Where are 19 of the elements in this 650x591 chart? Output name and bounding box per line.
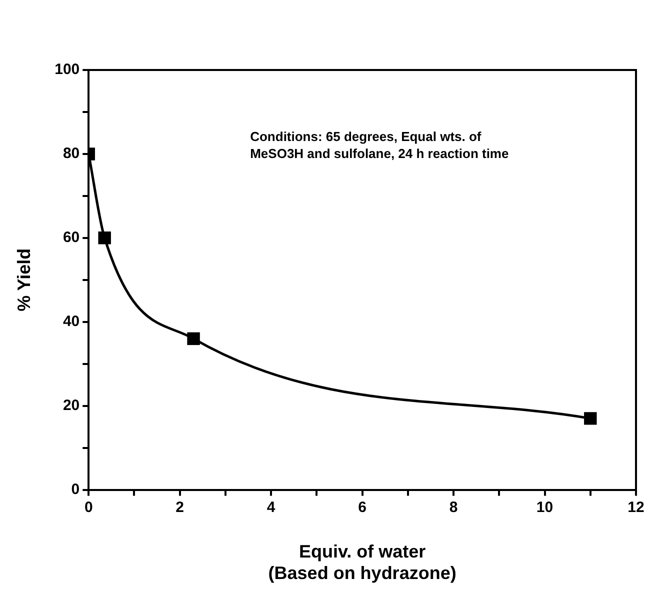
y-tick-label: 60 — [62, 229, 80, 246]
x-tick-label: 2 — [176, 498, 184, 516]
x-tick-label: 4 — [266, 498, 276, 516]
x-tick-label: 0 — [84, 498, 93, 516]
y-tick-label: 80 — [62, 145, 80, 162]
point — [98, 232, 111, 244]
y-axis-title: % Yield — [14, 248, 34, 312]
y-tick-label: 20 — [62, 396, 80, 414]
y-tick-label: 40 — [62, 313, 80, 330]
y-tick-label: 0 — [71, 480, 80, 498]
point — [187, 332, 200, 346]
x-tick-label: 8 — [449, 498, 458, 516]
x-axis-title: Equiv. of water (Based on hydrazone) — [268, 542, 456, 584]
point — [584, 412, 597, 425]
x-tick-label: 10 — [536, 498, 554, 516]
y-tick-label: 100 — [54, 61, 80, 78]
x-tick-label: 12 — [628, 498, 644, 516]
annotation: Conditions: 65 degrees, Equal wts. of MeSO3H and sulfolane, 24 h reaction time — [250, 128, 509, 161]
x-tick-label: 6 — [358, 498, 366, 516]
